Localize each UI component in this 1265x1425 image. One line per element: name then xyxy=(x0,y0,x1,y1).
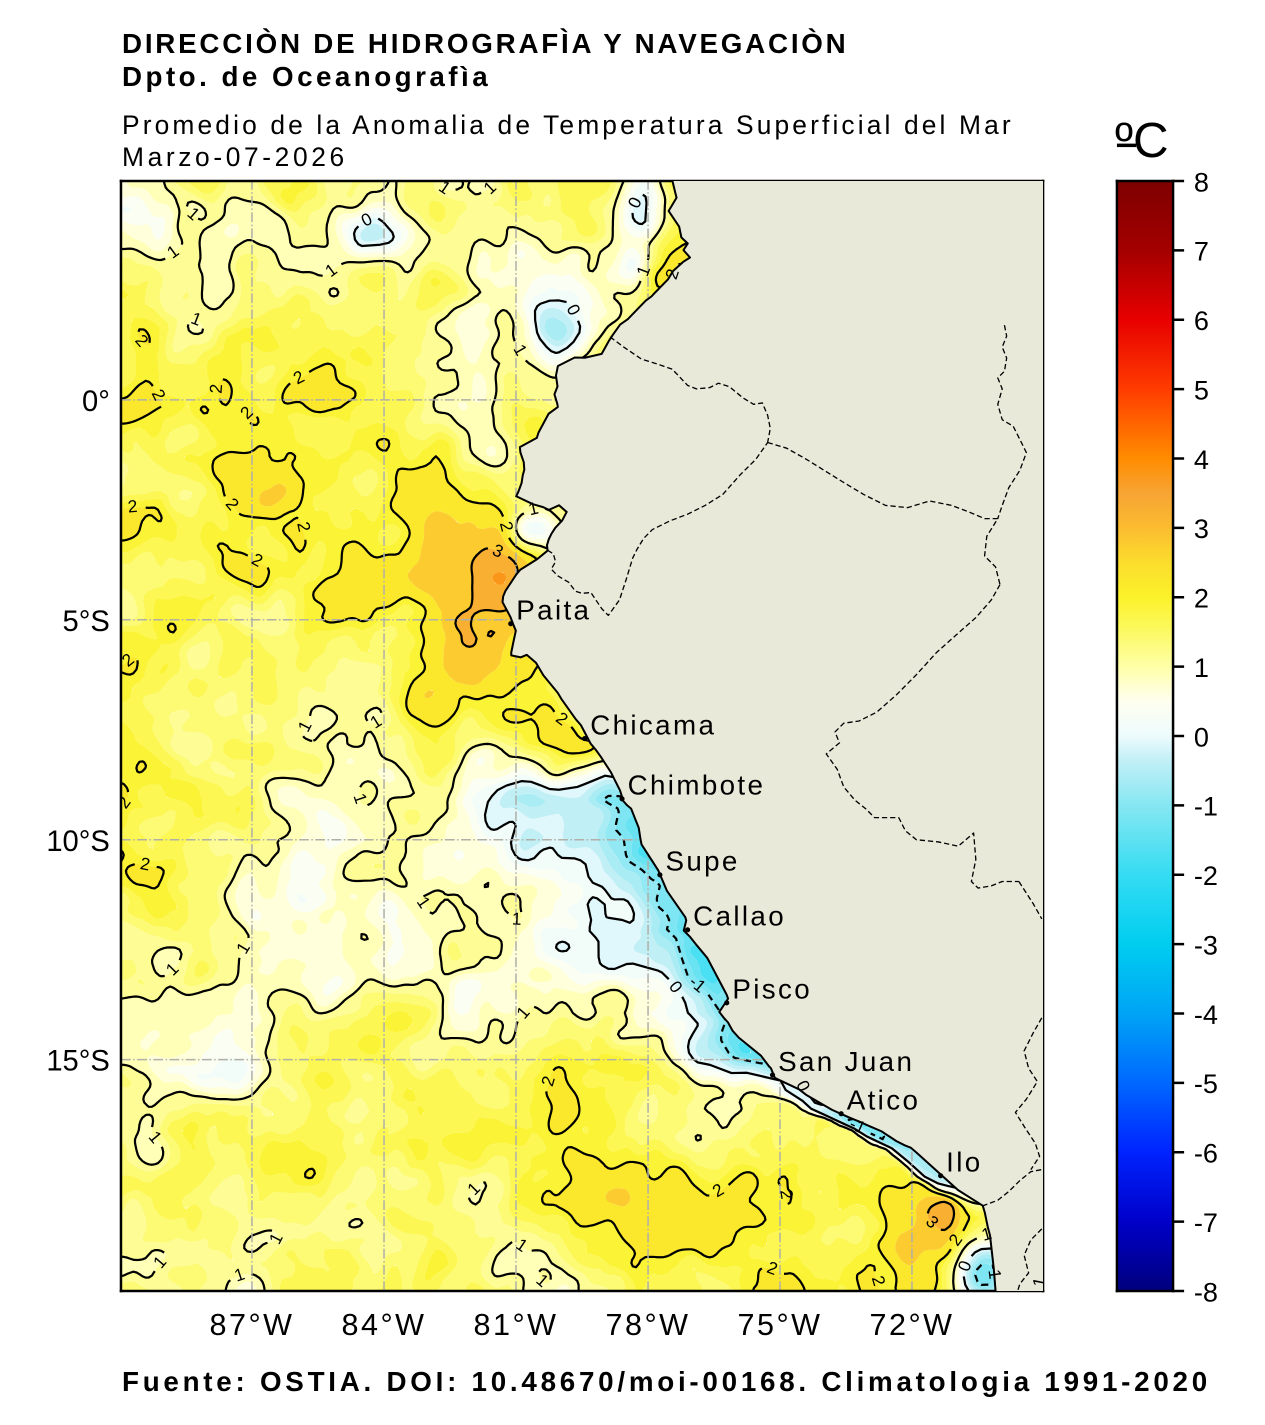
svg-text:-7: -7 xyxy=(1194,1207,1218,1238)
svg-text:Chimbote: Chimbote xyxy=(628,770,766,801)
svg-text:75°W: 75°W xyxy=(737,1308,822,1342)
svg-text:5°S: 5°S xyxy=(63,606,110,638)
svg-text:Ilo: Ilo xyxy=(946,1147,982,1178)
svg-text:Promedio de la Anomalia de Tem: Promedio de la Anomalia de Temperatura S… xyxy=(122,110,1014,140)
svg-text:-1: -1 xyxy=(1194,791,1218,822)
svg-text:-8: -8 xyxy=(1194,1276,1218,1307)
svg-text:72°W: 72°W xyxy=(869,1308,954,1342)
svg-text:3: 3 xyxy=(1194,513,1209,544)
svg-text:Paita: Paita xyxy=(516,595,591,626)
svg-text:ºC: ºC xyxy=(1115,113,1169,168)
svg-text:2: 2 xyxy=(776,1188,797,1201)
svg-text:78°W: 78°W xyxy=(605,1308,690,1342)
svg-text:4: 4 xyxy=(1194,444,1209,475)
svg-text:Marzo-07-2026: Marzo-07-2026 xyxy=(122,142,348,172)
svg-text:San Juan: San Juan xyxy=(778,1046,914,1077)
svg-text:-2: -2 xyxy=(1194,860,1218,891)
svg-text:-4: -4 xyxy=(1194,999,1218,1030)
svg-text:Callao: Callao xyxy=(693,901,786,932)
svg-text:2: 2 xyxy=(1194,583,1209,614)
svg-text:2: 2 xyxy=(139,853,152,874)
svg-text:Supe: Supe xyxy=(665,846,739,877)
svg-text:0: 0 xyxy=(1194,721,1209,752)
svg-text:15°S: 15°S xyxy=(46,1046,110,1078)
svg-text:2: 2 xyxy=(127,496,138,517)
svg-text:8: 8 xyxy=(1194,166,1209,197)
svg-text:-5: -5 xyxy=(1194,1068,1218,1099)
svg-text:Dpto. de Oceanografìa: Dpto. de Oceanografìa xyxy=(122,61,491,92)
svg-text:7: 7 xyxy=(1194,236,1209,267)
svg-text:84°W: 84°W xyxy=(341,1308,426,1342)
svg-text:87°W: 87°W xyxy=(209,1308,294,1342)
svg-text:1: 1 xyxy=(1194,652,1209,683)
svg-text:Atico: Atico xyxy=(847,1085,921,1116)
svg-text:DIRECCIÒN DE HIDROGRAFÌA Y NAV: DIRECCIÒN DE HIDROGRAFÌA Y NAVEGACIÒN xyxy=(122,28,849,59)
svg-text:-3: -3 xyxy=(1194,929,1218,960)
svg-text:10°S: 10°S xyxy=(46,826,110,858)
svg-text:1: 1 xyxy=(511,909,521,929)
svg-text:-6: -6 xyxy=(1194,1138,1218,1169)
svg-text:Fuente: OSTIA. DOI: 10.48670/m: Fuente: OSTIA. DOI: 10.48670/moi-00168. … xyxy=(122,1366,1211,1397)
svg-text:Chicama: Chicama xyxy=(590,709,716,740)
svg-text:2: 2 xyxy=(293,520,315,534)
svg-text:1: 1 xyxy=(1028,1276,1049,1289)
svg-text:2: 2 xyxy=(206,383,227,394)
svg-text:2: 2 xyxy=(496,519,518,533)
svg-text:0°: 0° xyxy=(82,386,110,418)
svg-text:Pisco: Pisco xyxy=(732,974,812,1005)
svg-text:2: 2 xyxy=(537,1074,559,1089)
svg-text:6: 6 xyxy=(1194,305,1209,336)
svg-text:81°W: 81°W xyxy=(473,1308,558,1342)
svg-text:5: 5 xyxy=(1194,374,1209,405)
